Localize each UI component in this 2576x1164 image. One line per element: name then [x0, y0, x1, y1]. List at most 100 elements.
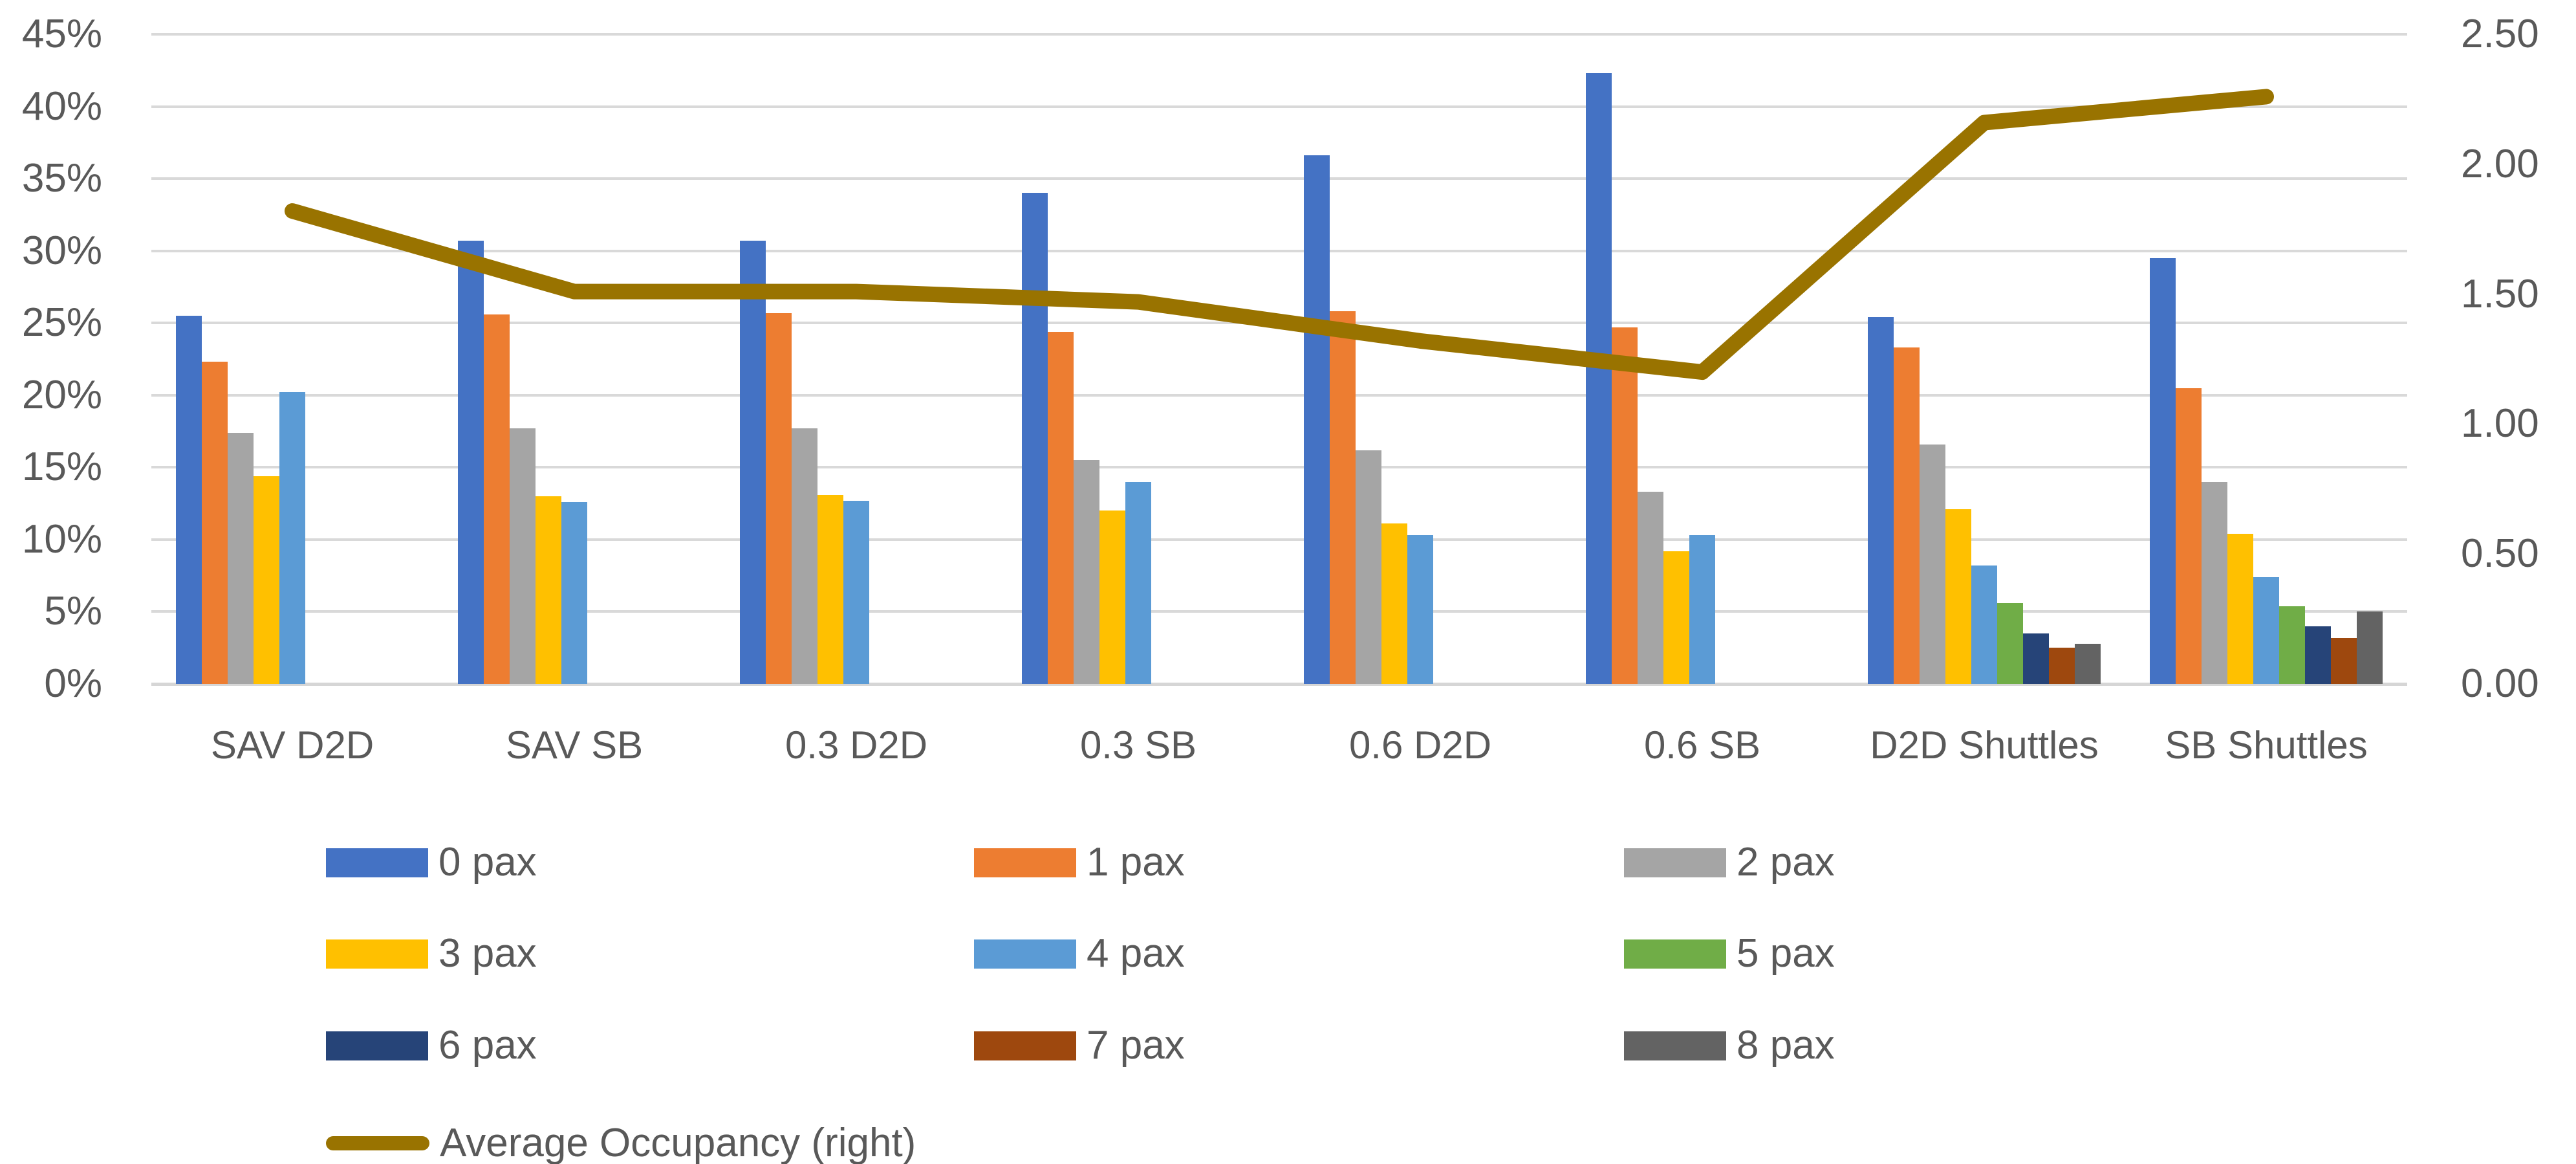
right-axis-tick-label: 2.50 — [2461, 12, 2539, 56]
gridline — [151, 177, 2407, 181]
x-axis-line — [151, 683, 2407, 686]
bar-4pax-0.3-D2D — [843, 500, 869, 684]
legend-label: 2 pax — [1737, 840, 1835, 884]
bar-8pax-D2D-Shuttles — [2075, 643, 2101, 684]
bar-0pax-0.3-SB — [1022, 193, 1048, 684]
bar-2pax-SAV-D2D — [228, 432, 254, 684]
legend-label: Average Occupancy (right) — [440, 1121, 916, 1164]
bar-4pax-0.3-SB — [1125, 481, 1151, 684]
category-label-D2D-Shuttles: D2D Shuttles — [1870, 723, 2099, 767]
bar-1pax-0.6-SB — [1612, 327, 1638, 684]
bar-0pax-D2D-Shuttles — [1868, 317, 1894, 684]
legend-item-2pax: 2 pax — [1624, 842, 1835, 883]
bar-3pax-D2D-Shuttles — [1945, 509, 1971, 684]
bar-3pax-SAV-SB — [536, 496, 561, 684]
bar-7pax-SB-Shuttles — [2331, 637, 2357, 684]
legend-item-average-occupancy: Average Occupancy (right) — [326, 1123, 916, 1163]
legend-label: 3 pax — [438, 931, 537, 976]
legend-label: 8 pax — [1737, 1023, 1835, 1068]
legend-swatch-icon — [1624, 939, 1726, 969]
bar-2pax-0.3-D2D — [792, 428, 817, 684]
bar-4pax-SB-Shuttles — [2253, 577, 2279, 684]
left-axis-tick-label: 15% — [21, 445, 102, 490]
bar-8pax-SB-Shuttles — [2357, 611, 2383, 684]
left-axis-tick-label: 0% — [44, 661, 102, 706]
legend-item-6pax: 6 pax — [326, 1026, 537, 1066]
category-label-SAV-D2D: SAV D2D — [210, 723, 374, 767]
legend-label: 7 pax — [1087, 1023, 1185, 1068]
gridline — [151, 466, 2407, 469]
bar-5pax-D2D-Shuttles — [1997, 603, 2023, 684]
bar-3pax-0.3-SB — [1099, 511, 1125, 684]
legend-item-7pax: 7 pax — [974, 1026, 1185, 1066]
bar-3pax-0.6-SB — [1663, 551, 1689, 684]
right-axis-tick-label: 0.50 — [2461, 531, 2539, 577]
bar-5pax-SB-Shuttles — [2279, 606, 2305, 684]
legend-item-4pax: 4 pax — [974, 934, 1185, 974]
legend-swatch-icon — [1624, 1031, 1726, 1060]
bar-2pax-0.6-SB — [1638, 492, 1663, 684]
bar-4pax-SAV-SB — [561, 501, 587, 684]
left-axis-tick-label: 10% — [21, 516, 102, 562]
bar-1pax-SB-Shuttles — [2176, 388, 2202, 684]
bar-7pax-D2D-Shuttles — [2049, 648, 2075, 684]
right-axis-tick-label: 0.00 — [2461, 661, 2539, 706]
legend-item-8pax: 8 pax — [1624, 1026, 1835, 1066]
legend-label: 0 pax — [438, 840, 537, 884]
bar-2pax-D2D-Shuttles — [1920, 444, 1945, 684]
bar-2pax-SAV-SB — [510, 428, 536, 684]
legend-swatch-icon — [974, 939, 1076, 969]
bar-4pax-D2D-Shuttles — [1971, 566, 1997, 684]
bar-2pax-SB-Shuttles — [2202, 481, 2227, 684]
bar-2pax-0.6-D2D — [1356, 450, 1381, 684]
category-label-0.6-SB: 0.6 SB — [1643, 723, 1761, 767]
right-axis-tick-label: 1.00 — [2461, 401, 2539, 446]
bar-1pax-0.3-SB — [1048, 331, 1074, 684]
average-occupancy-line — [285, 89, 2274, 380]
legend-item-5pax: 5 pax — [1624, 934, 1835, 974]
bar-0pax-0.3-D2D — [740, 241, 766, 684]
left-axis-tick-label: 25% — [21, 300, 102, 346]
left-axis-tick-label: 40% — [21, 83, 102, 129]
legend-item-0pax: 0 pax — [326, 842, 537, 883]
legend-label: 1 pax — [1087, 840, 1185, 884]
bar-4pax-0.6-SB — [1689, 535, 1715, 684]
bar-1pax-SAV-D2D — [202, 362, 228, 684]
left-axis-tick-label: 30% — [21, 228, 102, 273]
left-axis-tick-label: 45% — [21, 12, 102, 56]
bar-6pax-D2D-Shuttles — [2023, 633, 2049, 684]
bar-1pax-D2D-Shuttles — [1894, 347, 1920, 684]
legend-swatch-icon — [326, 848, 428, 877]
gridline — [151, 610, 2407, 613]
gridline — [151, 538, 2407, 541]
bar-6pax-SB-Shuttles — [2305, 626, 2331, 684]
bar-0pax-SAV-D2D — [176, 316, 202, 684]
legend-label: 6 pax — [438, 1023, 537, 1068]
legend-label: 5 pax — [1737, 931, 1835, 976]
legend-swatch-icon — [974, 1031, 1076, 1060]
category-label-SB-Shuttles: SB Shuttles — [2165, 723, 2368, 767]
bar-0pax-0.6-SB — [1586, 73, 1612, 684]
category-label-SAV-SB: SAV SB — [505, 723, 644, 767]
left-axis-tick-label: 35% — [21, 156, 102, 201]
category-label-0.3-SB: 0.3 SB — [1079, 723, 1197, 767]
legend-swatch-icon — [974, 848, 1076, 877]
bar-3pax-SB-Shuttles — [2227, 533, 2253, 684]
legend-swatch-icon — [1624, 848, 1726, 877]
bar-2pax-0.3-SB — [1074, 460, 1099, 684]
gridline — [151, 249, 2407, 252]
legend-item-1pax: 1 pax — [974, 842, 1185, 883]
bar-3pax-0.3-D2D — [817, 494, 843, 684]
category-label-0.6-D2D: 0.6 D2D — [1348, 723, 1492, 767]
legend-swatch-icon — [326, 1031, 428, 1060]
legend-line-swatch-icon — [326, 1136, 429, 1150]
legend-label: 4 pax — [1087, 931, 1185, 976]
bar-4pax-SAV-D2D — [279, 392, 305, 684]
legend-item-3pax: 3 pax — [326, 934, 537, 974]
gridline — [151, 33, 2407, 36]
bar-0pax-0.6-D2D — [1304, 155, 1330, 684]
bar-4pax-0.6-D2D — [1407, 535, 1433, 684]
left-axis-tick-label: 5% — [44, 589, 102, 634]
